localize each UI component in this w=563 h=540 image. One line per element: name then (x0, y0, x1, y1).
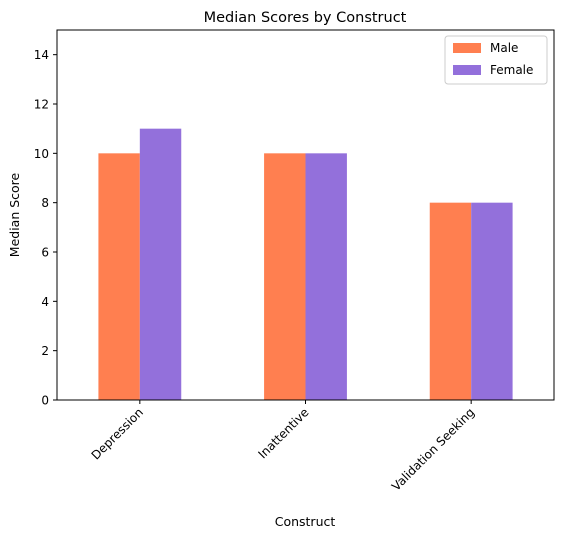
y-axis: 0 2 4 6 8 10 12 14 (34, 48, 57, 408)
y-tick-label: 0 (41, 394, 49, 408)
y-tick-label: 4 (41, 295, 49, 309)
bar-female-validation-seeking (471, 202, 513, 400)
bars-group (98, 128, 513, 401)
plot-frame (56, 29, 555, 401)
y-tick-label: 8 (41, 196, 49, 210)
y-tick-label: 14 (34, 48, 49, 62)
y-tick-label: 12 (34, 98, 49, 112)
y-tick-label: 2 (41, 344, 49, 358)
chart-title: Median Scores by Construct (204, 10, 407, 26)
bar-female-depression (139, 128, 182, 401)
legend-label-male: Male (490, 41, 518, 55)
bar-male-depression (98, 153, 140, 400)
y-axis-label: Median Score (7, 172, 22, 257)
bar-male-inattentive (264, 153, 306, 400)
legend-label-female: Female (490, 63, 533, 77)
x-axis: Depression Inattentive Validation Seeking (89, 400, 477, 494)
bar-female-inattentive (305, 153, 347, 400)
legend-swatch-male (453, 43, 481, 53)
legend-swatch-female (453, 65, 481, 75)
legend: Male Female (444, 35, 548, 85)
x-tick-label: Depression (89, 405, 146, 462)
bar-male-validation-seeking (429, 202, 472, 400)
x-axis-label: Construct (275, 514, 336, 529)
x-tick-label: Inattentive (255, 405, 311, 461)
y-tick-label: 6 (41, 246, 49, 260)
y-tick-label: 10 (34, 147, 49, 161)
x-tick-label: Validation Seeking (389, 405, 477, 493)
